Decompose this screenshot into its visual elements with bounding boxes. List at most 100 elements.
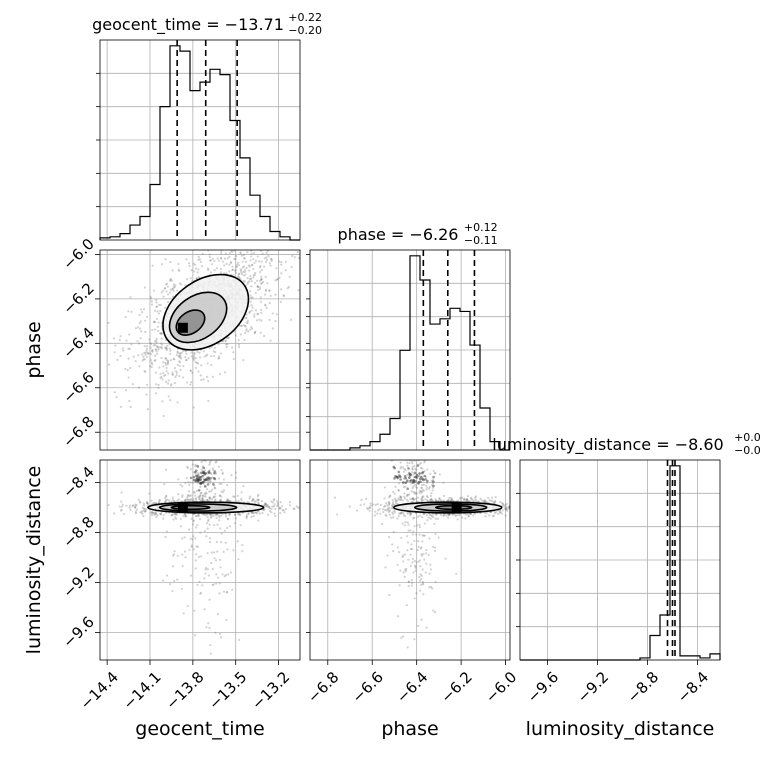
scatter-point	[411, 533, 414, 536]
scatter-point	[256, 510, 260, 513]
scatter-point	[207, 574, 210, 577]
scatter-point	[150, 365, 153, 369]
scatter-point	[394, 413, 396, 415]
scatter-point	[203, 440, 205, 442]
scatter-point	[250, 277, 253, 280]
scatter-point	[283, 511, 286, 514]
scatter-point	[504, 514, 507, 517]
scatter-point	[432, 513, 435, 516]
scatter-point	[386, 508, 389, 511]
x-tick-label: −6.0	[482, 668, 520, 706]
scatter-point	[234, 271, 237, 274]
scatter-point	[384, 566, 387, 569]
scatter-point	[157, 383, 160, 387]
scatter-point	[400, 421, 402, 423]
scatter-point	[498, 511, 501, 514]
scatter-point	[165, 366, 168, 370]
scatter-point	[450, 499, 453, 502]
scatter-point	[408, 493, 411, 496]
scatter-point	[202, 480, 205, 484]
scatter-point	[264, 289, 268, 292]
scatter-point	[276, 503, 280, 506]
scatter-point	[267, 254, 270, 258]
scatter-point	[297, 289, 300, 292]
scatter-point	[257, 502, 260, 505]
scatter-point	[115, 396, 118, 399]
scatter-point	[275, 500, 279, 503]
scatter-point	[254, 511, 257, 514]
scatter-point	[485, 501, 488, 504]
scatter-point	[176, 401, 179, 404]
scatter-point	[213, 443, 215, 445]
scatter-point	[494, 499, 497, 503]
scatter-point	[252, 230, 254, 232]
scatter-point	[426, 479, 429, 483]
scatter-point	[421, 495, 424, 499]
scatter-point	[431, 489, 434, 492]
scatter-point	[193, 470, 197, 474]
scatter-point	[401, 522, 404, 525]
scatter-point	[207, 380, 210, 383]
scatter-point	[138, 501, 141, 504]
scatter-point	[155, 512, 158, 515]
scatter-point	[513, 497, 515, 499]
scatter-point	[208, 490, 211, 493]
scatter-point	[164, 380, 168, 383]
scatter-point	[302, 512, 304, 514]
scatter-point	[393, 511, 396, 514]
scatter-point	[150, 300, 153, 303]
scatter-point	[142, 308, 146, 311]
scatter-point	[145, 349, 148, 352]
scatter-point	[155, 305, 158, 308]
scatter-point	[163, 287, 167, 290]
scatter-point	[295, 505, 298, 508]
scatter-point	[195, 361, 199, 365]
scatter-point	[229, 261, 232, 264]
scatter-point	[217, 343, 220, 346]
scatter-point	[465, 513, 468, 516]
scatter-point	[233, 250, 236, 252]
scatter-point	[421, 499, 425, 502]
scatter-point	[253, 331, 257, 334]
scatter-point	[244, 236, 246, 238]
scatter-point	[194, 361, 197, 364]
scatter-point	[164, 258, 167, 261]
scatter-point	[222, 491, 225, 494]
scatter-point	[248, 265, 251, 268]
scatter-point	[302, 288, 304, 290]
scatter-point	[406, 473, 409, 477]
scatter-point	[205, 354, 208, 357]
scatter-point	[156, 345, 159, 348]
scatter-point	[242, 253, 246, 257]
scatter-point	[215, 573, 218, 576]
scatter-point	[265, 504, 268, 507]
scatter-point	[434, 472, 437, 475]
scatter-point	[421, 498, 424, 501]
scatter-point	[415, 497, 418, 500]
scatter-point	[244, 317, 247, 320]
scatter-point	[511, 512, 513, 514]
scatter-point	[144, 330, 147, 333]
scatter-point	[242, 279, 245, 282]
scatter-point	[166, 300, 170, 304]
scatter-point	[413, 460, 416, 462]
scatter-point	[214, 492, 217, 495]
scatter-point	[166, 285, 170, 288]
scatter-point	[422, 495, 425, 498]
scatter-point	[145, 355, 148, 358]
scatter-point	[414, 430, 416, 432]
scatter-point	[148, 492, 151, 495]
scatter-point	[134, 503, 137, 506]
scatter-point	[250, 511, 253, 514]
scatter-point	[237, 338, 240, 342]
scatter-point	[224, 339, 227, 342]
scatter-point	[396, 546, 399, 549]
scatter-point	[418, 533, 421, 536]
scatter-point	[214, 559, 218, 562]
scatter-point	[447, 513, 450, 516]
scatter-point	[231, 268, 234, 272]
scatter-point	[119, 335, 122, 338]
scatter-point	[413, 471, 417, 475]
scatter-point	[413, 597, 416, 600]
scatter-point	[411, 451, 413, 453]
